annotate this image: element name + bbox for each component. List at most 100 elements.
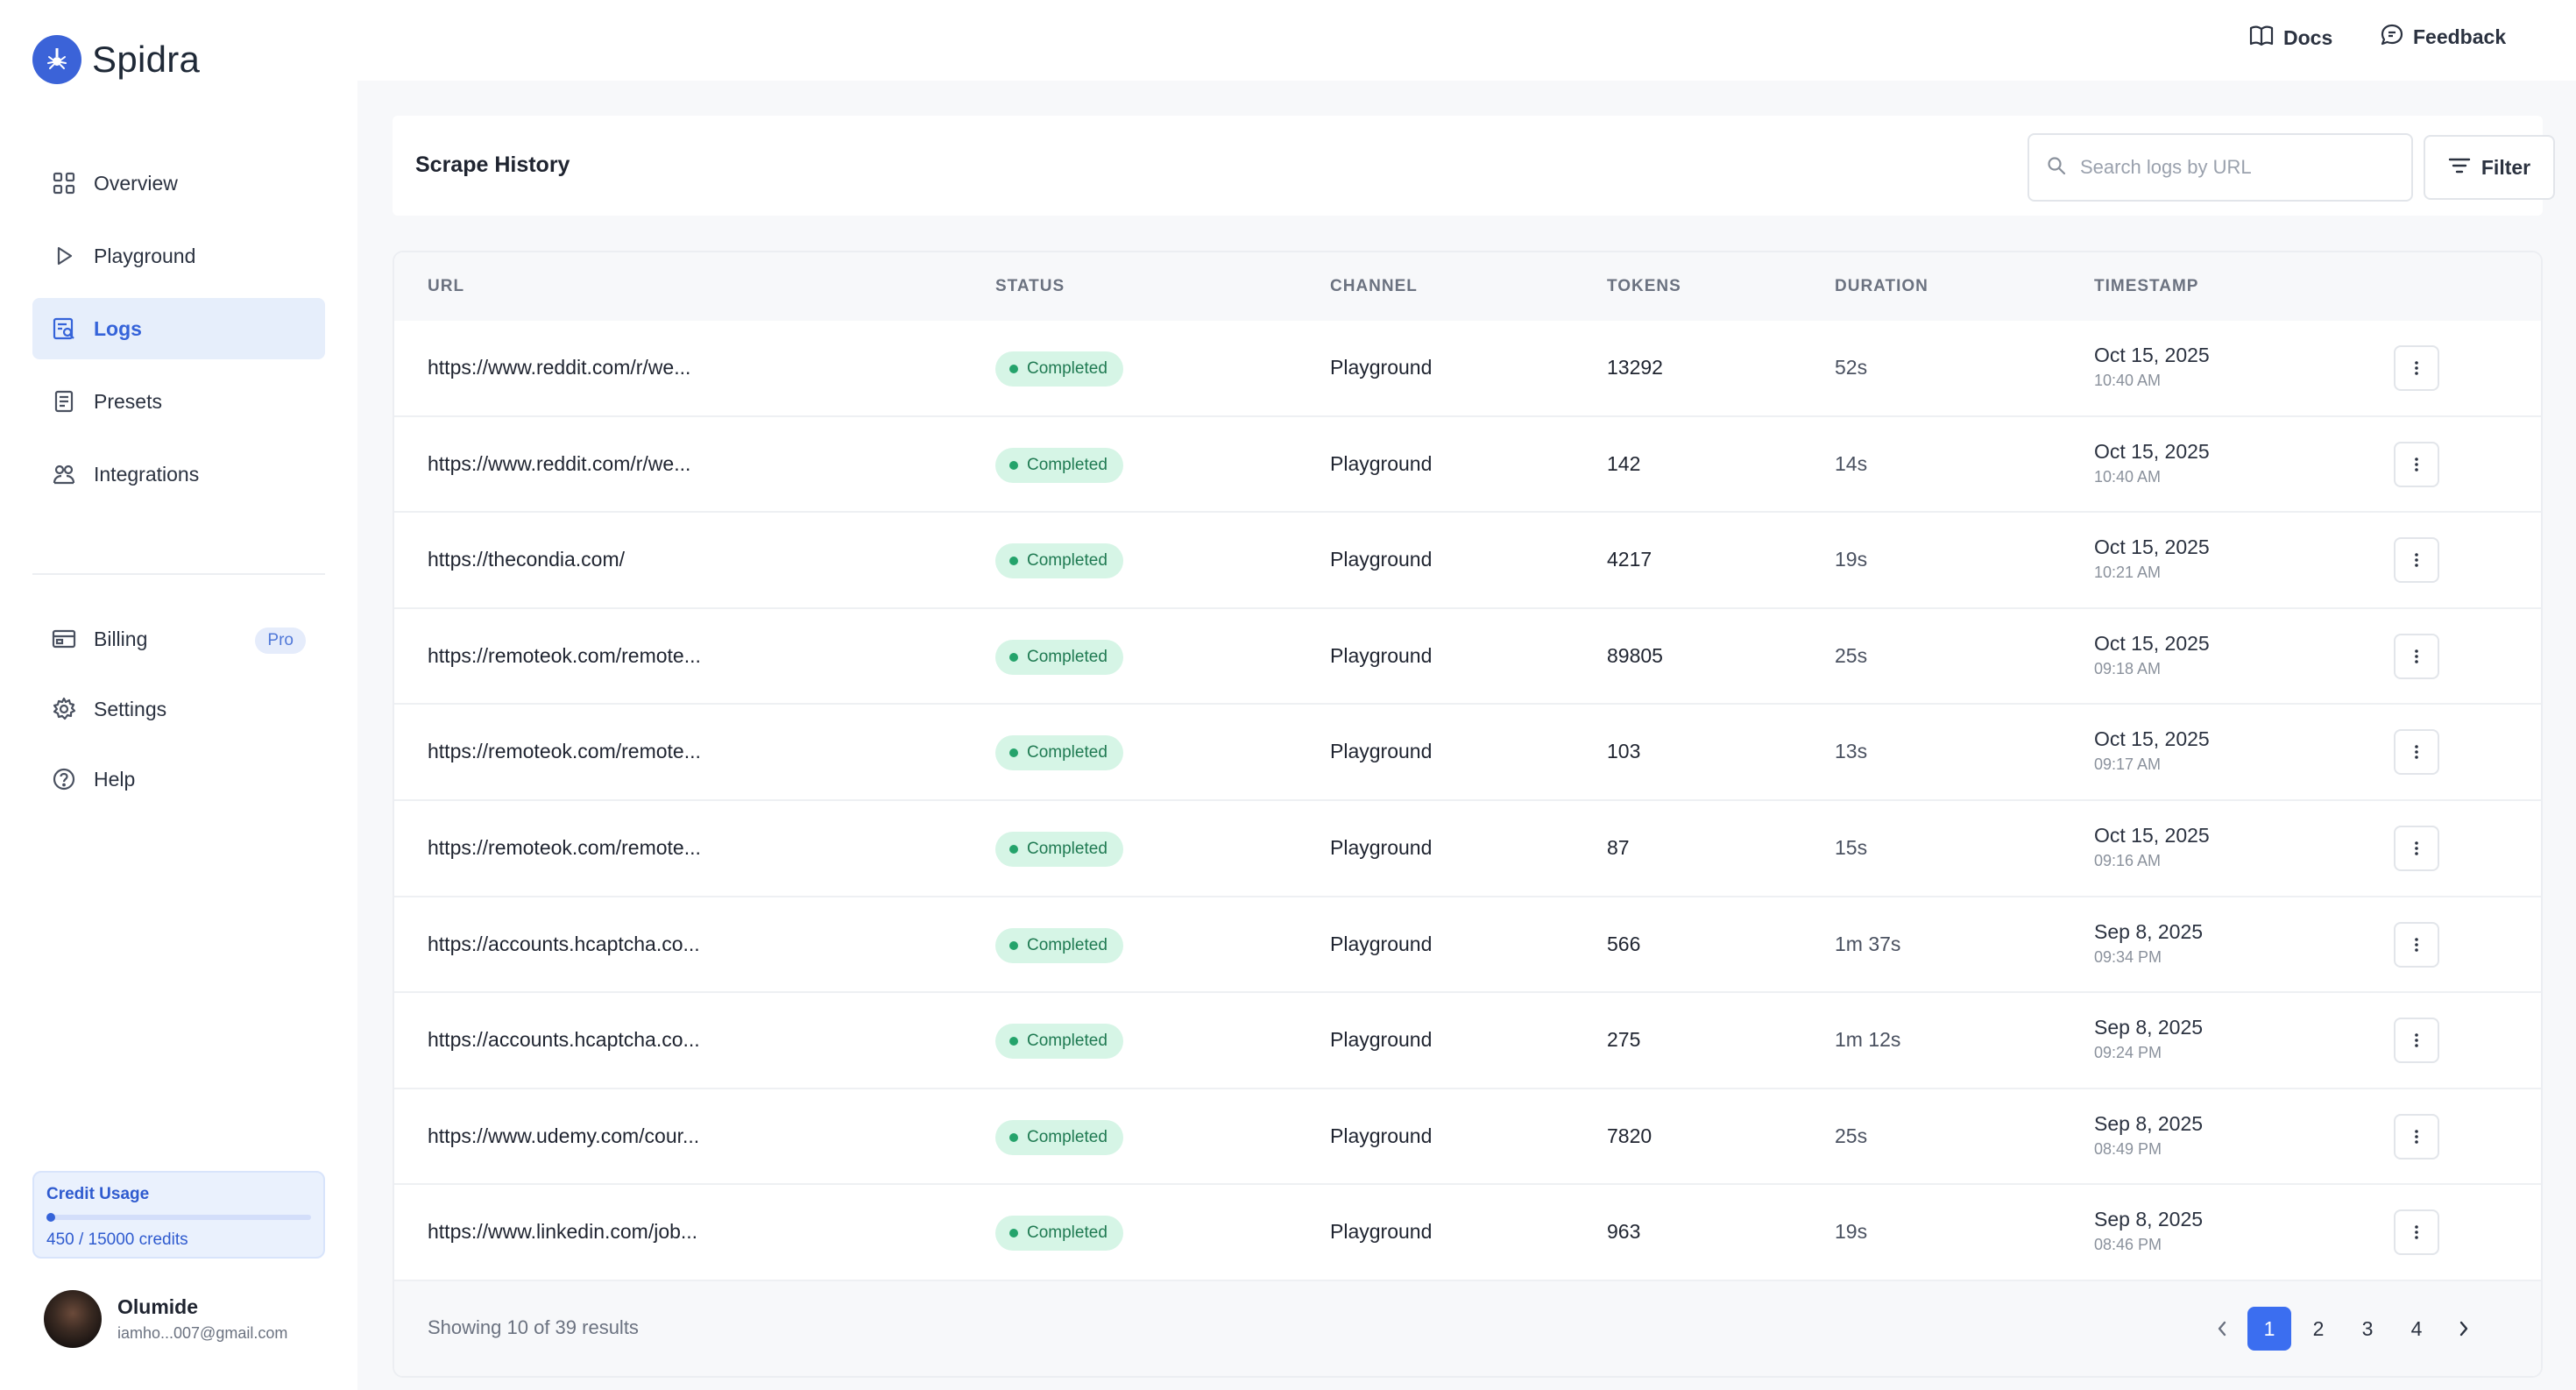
sidebar-item-integrations[interactable]: Integrations — [32, 443, 325, 505]
table-row[interactable]: https://www.linkedin.com/job... Complete… — [394, 1185, 2541, 1281]
status-dot-icon — [1009, 1132, 1018, 1142]
avatar — [44, 1290, 102, 1348]
previous-page-button[interactable] — [2199, 1306, 2245, 1351]
row-actions-button[interactable] — [2394, 825, 2439, 871]
page-button-4[interactable]: 4 — [2410, 1316, 2423, 1340]
timestamp-time: 10:40 AM — [2094, 467, 2162, 486]
duration-cell: 52s — [1835, 356, 1868, 379]
url-cell[interactable]: https://www.linkedin.com/job... — [428, 1220, 698, 1244]
status-label: Completed — [1027, 647, 1108, 666]
table-row[interactable]: https://www.reddit.com/r/we... Completed… — [394, 417, 2541, 514]
url-cell[interactable]: https://www.reddit.com/r/we... — [428, 451, 691, 475]
status-label: Completed — [1027, 743, 1108, 762]
table-row[interactable]: https://accounts.hcaptcha.co... Complete… — [394, 897, 2541, 994]
row-actions-button[interactable] — [2394, 1113, 2439, 1160]
channel-cell: Playground — [1330, 643, 1433, 667]
sidebar-item-help[interactable]: Help — [32, 748, 325, 810]
timestamp-time: 09:18 AM — [2094, 659, 2162, 677]
status-badge: Completed — [995, 1024, 1123, 1060]
channel-cell: Playground — [1330, 356, 1433, 379]
url-cell[interactable]: https://www.reddit.com/r/we... — [428, 356, 691, 379]
url-cell[interactable]: https://accounts.hcaptcha.co... — [428, 932, 700, 955]
table-row[interactable]: https://remoteok.com/remote... Completed… — [394, 801, 2541, 897]
grid-icon — [50, 169, 78, 197]
status-dot-icon — [1009, 652, 1018, 662]
row-actions-button[interactable] — [2394, 1018, 2439, 1064]
column-header-duration: DURATION — [1835, 277, 1928, 295]
table-row[interactable]: https://remoteok.com/remote... Completed… — [394, 705, 2541, 801]
row-actions-button[interactable] — [2394, 921, 2439, 968]
table-row[interactable]: https://thecondia.com/ Completed Playgro… — [394, 513, 2541, 609]
more-vertical-icon — [2415, 457, 2418, 472]
url-cell[interactable]: https://remoteok.com/remote... — [428, 740, 701, 763]
url-cell[interactable]: https://thecondia.com/ — [428, 548, 626, 571]
sidebar-item-label: Settings — [94, 697, 167, 720]
filter-button[interactable]: Filter — [2424, 135, 2555, 200]
user-profile[interactable]: Olumide iamho...007@gmail.com — [44, 1290, 287, 1348]
search-box[interactable] — [2028, 133, 2413, 202]
url-cell[interactable]: https://remoteok.com/remote... — [428, 643, 701, 667]
channel-cell: Playground — [1330, 932, 1433, 955]
table-row[interactable]: https://www.udemy.com/cour... Completed … — [394, 1089, 2541, 1186]
status-label: Completed — [1027, 1127, 1108, 1146]
sidebar-item-billing[interactable]: Billing Pro — [32, 608, 325, 670]
row-actions-button[interactable] — [2394, 729, 2439, 776]
row-actions-button[interactable] — [2394, 633, 2439, 679]
tokens-cell: 103 — [1607, 740, 1641, 763]
timestamp-time: 10:21 AM — [2094, 564, 2162, 582]
row-actions-button[interactable] — [2394, 345, 2439, 391]
column-header-timestamp: TIMESTAMP — [2094, 277, 2199, 295]
more-vertical-icon — [2415, 745, 2418, 760]
timestamp-date: Sep 8, 2025 — [2094, 1208, 2204, 1231]
duration-cell: 1m 12s — [1835, 1028, 1901, 1052]
docs-link[interactable]: Docs — [2248, 23, 2332, 53]
feedback-link[interactable]: Feedback — [2380, 23, 2506, 52]
duration-cell: 19s — [1835, 548, 1868, 571]
credit-progress-bar — [46, 1213, 311, 1222]
url-cell[interactable]: https://www.udemy.com/cour... — [428, 1124, 700, 1147]
status-badge: Completed — [995, 543, 1123, 579]
row-actions-button[interactable] — [2394, 537, 2439, 584]
status-badge: Completed — [995, 447, 1123, 483]
page-button-1[interactable]: 1 — [2247, 1307, 2291, 1351]
docs-label: Docs — [2283, 26, 2333, 49]
page-button-2[interactable]: 2 — [2312, 1316, 2325, 1340]
sidebar-item-presets[interactable]: Presets — [32, 371, 325, 432]
user-email: iamho...007@gmail.com — [117, 1324, 288, 1342]
sidebar-item-logs[interactable]: Logs — [32, 298, 325, 359]
user-name: Olumide — [117, 1295, 199, 1318]
tokens-cell: 142 — [1607, 451, 1641, 475]
status-dot-icon — [1009, 1037, 1018, 1046]
user-info: Olumide iamho...007@gmail.com — [117, 1295, 287, 1343]
duration-cell: 1m 37s — [1835, 932, 1901, 955]
timestamp-date: Oct 15, 2025 — [2094, 344, 2210, 366]
page-button-3[interactable]: 3 — [2361, 1316, 2374, 1340]
timestamp-time: 09:17 AM — [2094, 755, 2162, 774]
duration-cell: 15s — [1835, 835, 1868, 859]
status-label: Completed — [1027, 1223, 1108, 1243]
sidebar-item-playground[interactable]: Playground — [32, 225, 325, 287]
next-page-button[interactable] — [2441, 1306, 2487, 1351]
duration-cell: 14s — [1835, 451, 1868, 475]
url-cell[interactable]: https://remoteok.com/remote... — [428, 835, 701, 859]
sidebar-item-settings[interactable]: Settings — [32, 678, 325, 740]
brand[interactable]: Spidra — [32, 35, 200, 84]
table-row[interactable]: https://accounts.hcaptcha.co... Complete… — [394, 993, 2541, 1089]
channel-cell: Playground — [1330, 835, 1433, 859]
channel-cell: Playground — [1330, 1028, 1433, 1052]
channel-cell: Playground — [1330, 1220, 1433, 1244]
search-input[interactable] — [2080, 156, 2396, 179]
chat-bubble-icon — [2380, 23, 2404, 52]
column-header-url: URL — [428, 277, 465, 295]
table-row[interactable]: https://remoteok.com/remote... Completed… — [394, 609, 2541, 706]
url-cell[interactable]: https://accounts.hcaptcha.co... — [428, 1028, 700, 1052]
sidebar-item-overview[interactable]: Overview — [32, 152, 325, 214]
sidebar-item-label: Playground — [94, 244, 196, 267]
sidebar-divider — [32, 573, 325, 575]
status-label: Completed — [1027, 551, 1108, 571]
help-icon — [50, 765, 78, 793]
row-actions-button[interactable] — [2394, 441, 2439, 487]
row-actions-button[interactable] — [2394, 1209, 2439, 1256]
table-row[interactable]: https://www.reddit.com/r/we... Completed… — [394, 321, 2541, 417]
